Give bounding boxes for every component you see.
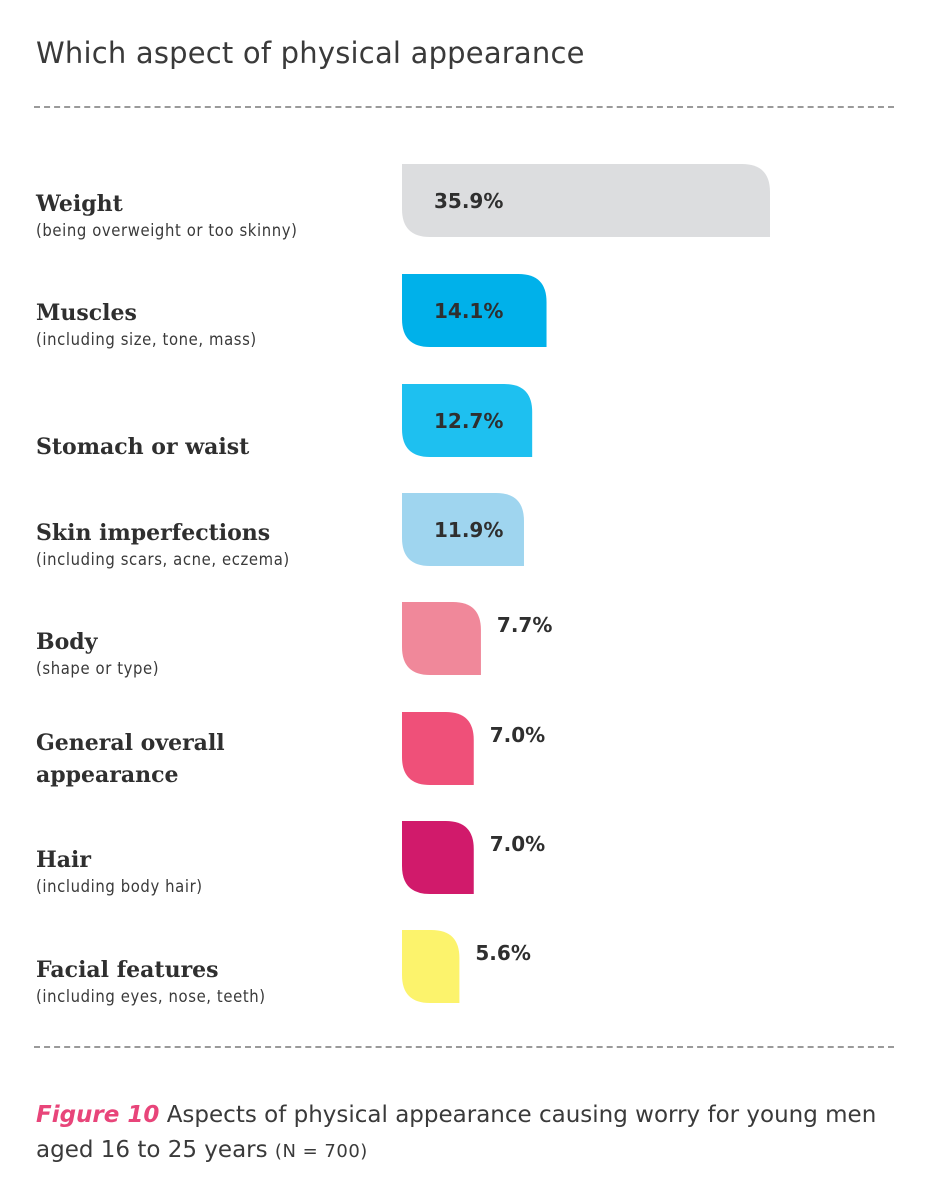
bar-stomach-or-waist (402, 384, 533, 457)
row-label-muscles: Muscles (including size, tone, mass) (36, 297, 376, 351)
category-label: Stomach or waist (36, 434, 250, 460)
row-label-skin: Skin imperfections (including scars, acn… (36, 517, 376, 571)
category-label: Body (36, 629, 98, 655)
category-subtitle: (including scars, acne, eczema) (36, 550, 290, 569)
bar-weight (402, 164, 770, 237)
chart-title: Which aspect of physical appearance (36, 36, 585, 70)
bar-facial-features (402, 930, 460, 1003)
bar-body (402, 602, 481, 675)
value-label: 11.9% (434, 517, 504, 542)
top-divider (34, 106, 894, 108)
category-label: General overall appearance (36, 730, 225, 788)
bar-muscles (402, 274, 547, 347)
category-label: Hair (36, 847, 91, 873)
value-label: 5.6% (475, 940, 531, 965)
category-label: Muscles (36, 300, 137, 326)
row-label-stomach: Stomach or waist (36, 431, 376, 463)
bar-general-overall-appearance (402, 712, 474, 785)
value-label: 14.1% (434, 298, 504, 323)
category-subtitle: (including eyes, nose, teeth) (36, 987, 266, 1006)
category-label: Skin imperfections (36, 520, 271, 546)
row-label-facial: Facial features (including eyes, nose, t… (36, 954, 376, 1008)
caption-text: Aspects of physical appearance causing w… (36, 1102, 877, 1163)
category-subtitle: (shape or type) (36, 659, 160, 678)
row-label-general: General overall appearance (36, 727, 266, 791)
figure-caption: Figure 10 Aspects of physical appearance… (36, 1098, 906, 1169)
row-label-weight: Weight (being overweight or too skinny) (36, 188, 376, 242)
value-label: 7.7% (496, 612, 553, 637)
value-label: 35.9% (434, 188, 504, 213)
row-label-hair: Hair (including body hair) (36, 844, 376, 898)
category-subtitle: (including body hair) (36, 877, 203, 896)
value-label: 7.0% (489, 831, 546, 856)
category-subtitle: (including size, tone, mass) (36, 330, 257, 349)
value-label: 7.0% (489, 722, 546, 747)
category-label: Facial features (36, 957, 219, 983)
category-label: Weight (36, 191, 123, 217)
bar-hair (402, 821, 474, 894)
value-label: 12.7% (434, 408, 504, 433)
figure-label: Figure 10 (36, 1102, 160, 1128)
bottom-divider (34, 1046, 894, 1048)
bar-skin-imperfections (402, 493, 524, 566)
row-label-body: Body (shape or type) (36, 626, 376, 680)
caption-sample: (N = 700) (274, 1141, 368, 1162)
category-subtitle: (being overweight or too skinny) (36, 221, 298, 240)
